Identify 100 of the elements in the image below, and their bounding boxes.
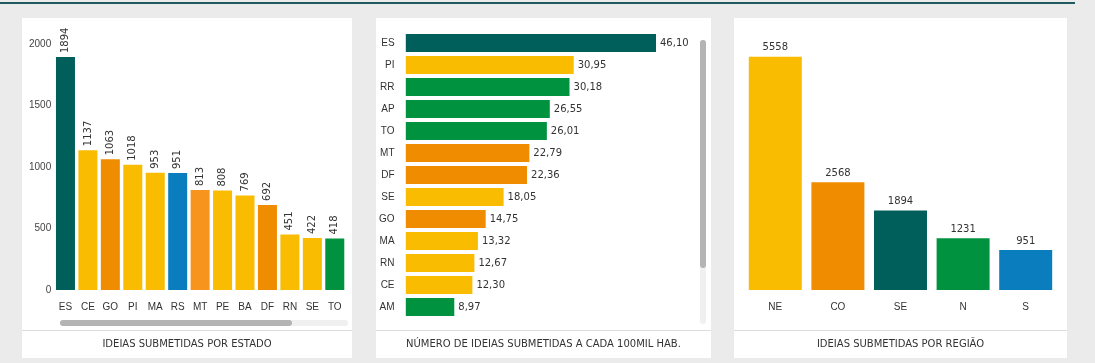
data-label: 30,18 bbox=[573, 80, 603, 92]
bar bbox=[405, 253, 475, 273]
bar bbox=[936, 238, 990, 290]
data-label: 12,67 bbox=[478, 256, 508, 268]
x-tick-label: MT bbox=[192, 300, 208, 312]
x-tick-label: NE bbox=[768, 300, 783, 312]
y-tick-label: RN bbox=[380, 256, 395, 268]
y-tick-label: PI bbox=[385, 58, 395, 70]
data-label: 12,30 bbox=[476, 278, 506, 290]
data-label: 46,10 bbox=[660, 36, 689, 48]
bar bbox=[405, 77, 570, 97]
x-tick-label: SE bbox=[305, 300, 320, 312]
bar bbox=[405, 55, 574, 75]
y-tick-label: CE bbox=[380, 278, 395, 290]
data-label: 2568 bbox=[825, 166, 851, 178]
bar bbox=[999, 250, 1053, 290]
data-label: 26,01 bbox=[550, 124, 580, 136]
x-tick-label: N bbox=[959, 300, 967, 312]
data-label: 769 bbox=[238, 172, 250, 192]
y-tick-label: GO bbox=[378, 212, 395, 224]
x-tick-label: PI bbox=[128, 300, 138, 312]
bar bbox=[257, 204, 277, 290]
x-tick-label: TO bbox=[327, 300, 342, 312]
data-label: 1894 bbox=[59, 27, 71, 54]
y-tick-label: MA bbox=[379, 234, 395, 246]
text: NÚMERO DE IDEIAS SUBMETIDAS A CADA 100MIL HAB. bbox=[376, 330, 711, 359]
y-tick-label: 0 bbox=[45, 283, 52, 295]
x-tick-label: RN bbox=[282, 300, 298, 312]
y-tick-label: ES bbox=[381, 36, 395, 48]
data-label: 5558 bbox=[762, 41, 789, 53]
bar bbox=[405, 165, 528, 185]
x-tick-label: BA bbox=[238, 300, 253, 312]
data-label: 451 bbox=[283, 211, 295, 231]
bar bbox=[168, 173, 188, 290]
y-tick-label: 1000 bbox=[29, 160, 52, 172]
data-label: 14,75 bbox=[489, 212, 519, 224]
data-label: 951 bbox=[1016, 234, 1036, 246]
bar bbox=[235, 195, 255, 290]
x-tick-label: SE bbox=[893, 300, 908, 312]
data-label: 22,36 bbox=[531, 168, 560, 180]
bar bbox=[100, 159, 120, 290]
bar bbox=[302, 238, 322, 290]
bar bbox=[405, 99, 550, 119]
x-tick-label: RS bbox=[170, 300, 185, 312]
y-tick-label: TO bbox=[380, 124, 395, 136]
data-label: 1231 bbox=[950, 222, 976, 234]
data-label: 808 bbox=[216, 167, 228, 187]
data-label: 418 bbox=[328, 215, 340, 235]
data-label: 422 bbox=[305, 215, 317, 235]
data-label: 26,55 bbox=[553, 102, 583, 114]
y-tick-label: AP bbox=[381, 102, 395, 114]
bar bbox=[748, 56, 802, 290]
data-label: 30,95 bbox=[577, 58, 607, 70]
bar bbox=[405, 231, 478, 251]
bar bbox=[145, 172, 165, 290]
y-tick-label: 1500 bbox=[29, 99, 52, 111]
y-tick-label: DF bbox=[381, 168, 395, 180]
bar bbox=[123, 164, 143, 290]
text: IDEIAS SUBMETIDAS POR REGIÃO bbox=[734, 330, 1067, 359]
bar bbox=[190, 190, 210, 290]
data-label: 953 bbox=[148, 149, 160, 169]
x-tick-label: S bbox=[1022, 300, 1030, 312]
data-label: 1018 bbox=[126, 135, 138, 161]
data-label: 13,32 bbox=[481, 234, 511, 246]
x-tick-label: MA bbox=[147, 300, 164, 312]
bar bbox=[405, 143, 530, 163]
x-tick-label: CE bbox=[80, 300, 96, 312]
data-label: 18,05 bbox=[507, 190, 537, 202]
bar bbox=[78, 150, 98, 290]
data-label: 692 bbox=[261, 181, 273, 201]
text: IDEIAS SUBMETIDAS POR ESTADO bbox=[22, 330, 352, 359]
x-tick-label: CO bbox=[830, 300, 846, 312]
bar bbox=[325, 238, 345, 290]
data-label: 1063 bbox=[103, 129, 115, 156]
bar bbox=[874, 210, 927, 290]
x-tick-label: PE bbox=[215, 300, 230, 312]
bar bbox=[405, 275, 473, 295]
y-tick-label: RR bbox=[380, 80, 395, 92]
x-tick-label: GO bbox=[102, 300, 119, 312]
data-label: 951 bbox=[171, 149, 183, 170]
bar bbox=[405, 33, 656, 53]
x-tick-label: ES bbox=[58, 300, 73, 312]
bar bbox=[280, 234, 300, 290]
y-tick-label: 500 bbox=[34, 222, 52, 234]
x-tick-label: DF bbox=[260, 300, 275, 312]
data-label: 22,79 bbox=[533, 146, 563, 158]
bar bbox=[811, 182, 865, 290]
bar bbox=[55, 57, 75, 290]
data-label: 8,97 bbox=[458, 300, 481, 312]
y-tick-label: AM bbox=[379, 300, 395, 312]
data-label: 813 bbox=[193, 166, 205, 186]
bar bbox=[405, 121, 547, 141]
y-tick-label: SE bbox=[381, 190, 395, 202]
data-label: 1894 bbox=[887, 195, 914, 207]
data-label: 1137 bbox=[81, 120, 93, 147]
bar bbox=[405, 187, 504, 207]
y-tick-label: 2000 bbox=[29, 37, 52, 49]
y-tick-label: MT bbox=[380, 146, 395, 158]
bar bbox=[213, 190, 233, 290]
bar bbox=[405, 297, 455, 317]
